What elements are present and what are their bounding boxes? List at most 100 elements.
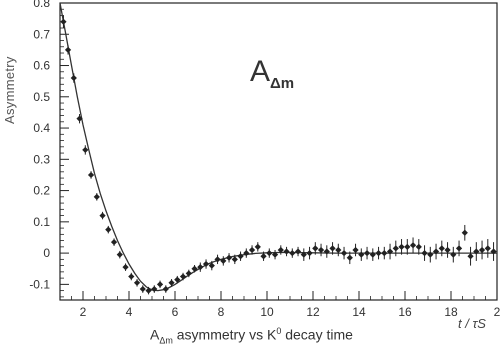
data-point [225, 253, 233, 263]
data-point [461, 224, 468, 241]
data-point [156, 280, 164, 289]
x-axis-label: AΔm asymmetry vs K0 decay time [150, 326, 353, 345]
data-point [277, 245, 284, 255]
data-point [197, 262, 204, 272]
point-marker [133, 279, 141, 286]
data-point [70, 73, 77, 83]
point-marker [392, 245, 399, 252]
point-marker [254, 243, 261, 250]
data-point [358, 248, 365, 261]
annotation-main: A [250, 55, 271, 88]
x-tick-label: 18 [444, 305, 458, 319]
point-marker [283, 248, 290, 255]
point-marker [312, 245, 319, 252]
point-marker [110, 239, 118, 246]
data-point [105, 225, 112, 234]
point-marker [369, 251, 376, 258]
data-point [64, 45, 72, 55]
point-marker [156, 281, 164, 288]
data-point [283, 246, 290, 257]
data-point [110, 238, 118, 246]
point-marker [444, 246, 451, 254]
x-tick-label: 16 [398, 305, 412, 319]
data-point [375, 246, 382, 260]
point-marker [231, 256, 238, 263]
x-axis-label-sup: 0 [276, 326, 282, 336]
point-marker [248, 246, 256, 254]
point-marker [225, 254, 233, 261]
x-tick-label: 2 [80, 305, 87, 319]
data-point [352, 243, 359, 257]
point-marker [294, 248, 302, 255]
chart-ticks: 2 4 6 8 10 12 14 16 18 2 -0.1 0 0.1 0.2 0.3 0.4 0.5 0.6 0.… [29, 0, 500, 319]
point-marker [317, 246, 325, 254]
data-point [237, 251, 244, 261]
data-point [179, 272, 187, 281]
data-point [128, 272, 135, 281]
x-tick-label: 10 [260, 305, 274, 319]
x-axis-unit: t / τS [458, 316, 486, 331]
fit-curve-group [59, 2, 497, 292]
point-marker [105, 226, 112, 233]
data-point [266, 248, 273, 258]
data-point [116, 250, 123, 259]
data-point [444, 242, 451, 258]
x-axis-label-mid: asymmetry vs K [172, 326, 277, 343]
annotation-subscript: Δm [270, 75, 295, 92]
data-point [363, 246, 371, 260]
point-marker [484, 245, 491, 252]
y-tick-label: 0.3 [33, 152, 50, 166]
x-axis-label-sub: Δm [159, 335, 173, 346]
point-marker [128, 273, 135, 280]
point-marker [179, 273, 187, 280]
data-point [455, 240, 463, 257]
point-marker [151, 285, 158, 293]
data-point [151, 285, 158, 293]
point-marker [266, 249, 273, 257]
y-tick-label: 0.4 [33, 121, 50, 135]
data-point [404, 239, 411, 255]
data-point [386, 243, 394, 260]
data-point [473, 242, 480, 261]
data-point [162, 285, 169, 293]
data-point [243, 248, 250, 258]
data-point [335, 243, 342, 257]
data-point [432, 243, 440, 260]
data-point [306, 246, 313, 260]
point-marker [323, 248, 330, 255]
data-point [484, 239, 491, 258]
data-point [122, 263, 129, 271]
point-marker [409, 242, 417, 249]
x-tick-label: 4 [126, 305, 133, 319]
point-marker [455, 245, 463, 252]
point-marker [70, 74, 77, 82]
data-point [467, 246, 474, 266]
data-point [93, 193, 100, 201]
point-marker [404, 243, 411, 250]
y-tick-label: 0.7 [33, 27, 50, 41]
point-marker [329, 245, 336, 252]
point-marker [335, 246, 342, 254]
data-point [99, 211, 106, 220]
point-marker [358, 251, 365, 258]
y-tick-label: 0 [43, 246, 50, 260]
data-point [145, 286, 152, 295]
point-marker [289, 249, 296, 257]
point-marker [415, 243, 422, 250]
x-tick-label: 8 [218, 305, 225, 319]
data-point [174, 275, 181, 284]
point-marker [340, 249, 348, 257]
data-point [87, 171, 95, 179]
point-marker [145, 287, 152, 294]
point-marker [306, 249, 313, 257]
data-point [271, 249, 279, 260]
point-marker [363, 249, 371, 257]
x-tick-label: 14 [352, 305, 366, 319]
x-axis-label-post: decay time [281, 326, 353, 343]
data-point [254, 242, 261, 252]
point-marker [237, 253, 244, 260]
fit-curve [59, 2, 497, 292]
data-point [438, 240, 445, 257]
point-marker [64, 46, 72, 54]
data-point [415, 239, 422, 255]
